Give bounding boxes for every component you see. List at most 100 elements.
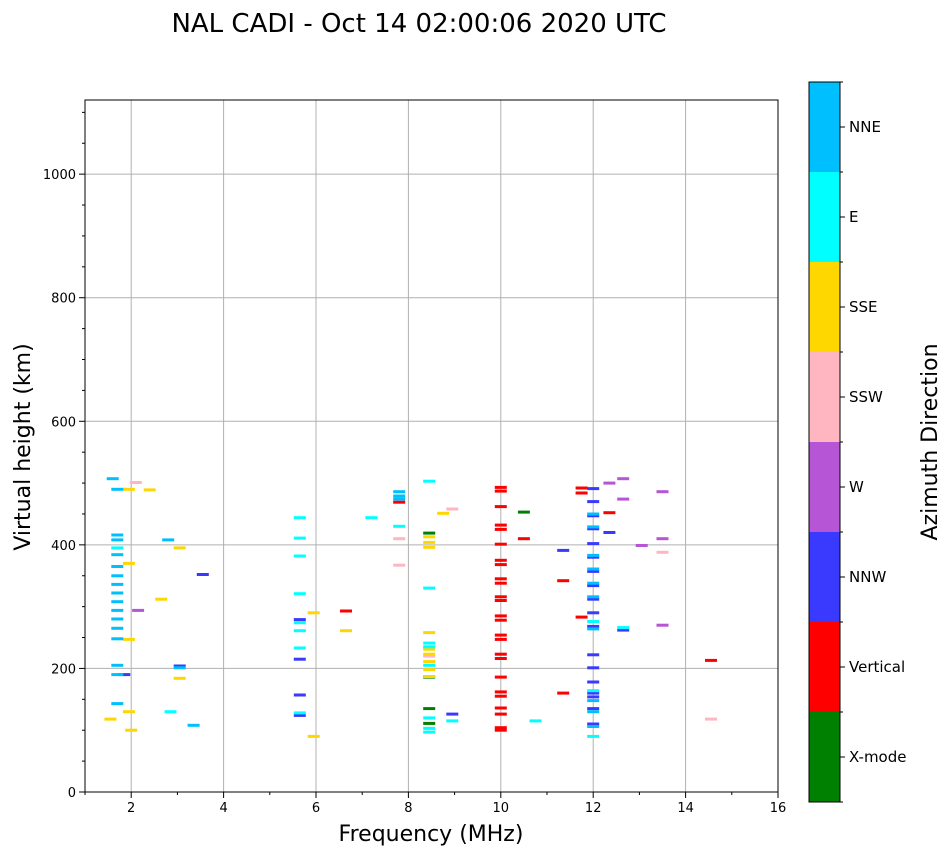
data-point [494,489,507,493]
data-point [164,710,177,714]
data-point [587,734,600,738]
data-point [494,728,507,732]
data-point [587,597,600,601]
data-point [393,490,406,494]
data-point [587,695,600,699]
x-tick-label: 2 [127,801,135,816]
data-point [423,707,436,711]
data-point [155,597,168,601]
data-point [423,668,436,672]
data-point [111,533,124,537]
data-point [423,675,436,678]
data-point [293,592,306,596]
data-point [656,623,669,627]
colorbar-label: NNW [849,568,886,586]
data-point [173,664,186,668]
data-point [437,511,450,515]
data-point [494,652,507,656]
data-point [111,702,124,706]
data-point [494,633,507,637]
data-point [587,627,600,631]
data-point [494,595,507,599]
data-point [111,565,124,568]
data-point [111,546,124,550]
colorbar-label: SSW [849,388,883,406]
data-point [494,542,507,546]
colorbar-label: E [849,208,858,226]
data-point [587,555,600,559]
data-point [423,663,436,667]
data-point [340,629,352,633]
data-point [423,647,436,651]
data-point [173,546,186,550]
series-ssw [129,481,717,721]
data-point [587,666,600,670]
data-point [293,713,306,717]
data-point [111,582,124,586]
data-point [494,558,507,562]
colorbar-label: X-mode [849,748,906,766]
x-tick-label: 14 [677,801,694,816]
data-point [617,628,630,632]
data-point [111,626,124,630]
colorbar-segment [809,712,840,802]
data-point [557,548,570,552]
data-point [446,719,459,723]
data-point [575,615,588,619]
data-point [423,545,436,549]
data-point [143,488,156,492]
series-e [111,479,630,738]
data-point [111,663,124,667]
data-point [587,680,600,684]
data-point [587,512,600,516]
data-point [122,710,135,714]
data-point [494,694,507,698]
data-point [494,690,507,694]
data-point [423,716,436,720]
colorbar-segment [809,172,840,262]
data-point [111,617,124,621]
data-point [423,726,436,730]
data-point [494,505,507,509]
data-point [307,734,320,738]
data-point [111,591,124,595]
data-point [494,637,507,641]
data-point [423,535,436,539]
data-point [587,722,600,726]
data-point [575,486,588,490]
y-tick-label: 0 [68,786,76,801]
colorbar-segment [809,442,840,532]
data-point [587,500,600,504]
data-point [494,726,507,730]
data-point [365,516,378,520]
data-point [173,666,186,670]
data-point [587,527,600,531]
data-point [125,728,138,732]
data-point [494,527,507,531]
y-axis-label: Virtual height (km) [11,343,36,550]
data-point [423,540,436,544]
data-point [617,626,630,630]
data-point [494,563,507,567]
y-tick-label: 200 [51,662,76,677]
data-point [587,620,600,623]
data-point [111,673,124,677]
data-point [494,614,507,618]
data-point [106,477,119,481]
colorbar-title: Azimuth Direction [918,343,943,540]
data-point [423,641,436,645]
data-point [423,652,436,656]
data-point [293,693,306,697]
data-point [446,712,459,716]
data-point [587,653,600,657]
data-point [587,542,600,546]
colorbar-label: W [849,478,864,496]
chart-title: NAL CADI - Oct 14 02:00:06 2020 UTC [171,9,666,39]
data-point [187,723,200,727]
data-point [494,485,507,489]
data-point [617,497,630,501]
data-point [494,523,507,527]
x-tick-label: 6 [312,801,320,816]
data-point [705,658,717,662]
data-point [617,477,630,481]
